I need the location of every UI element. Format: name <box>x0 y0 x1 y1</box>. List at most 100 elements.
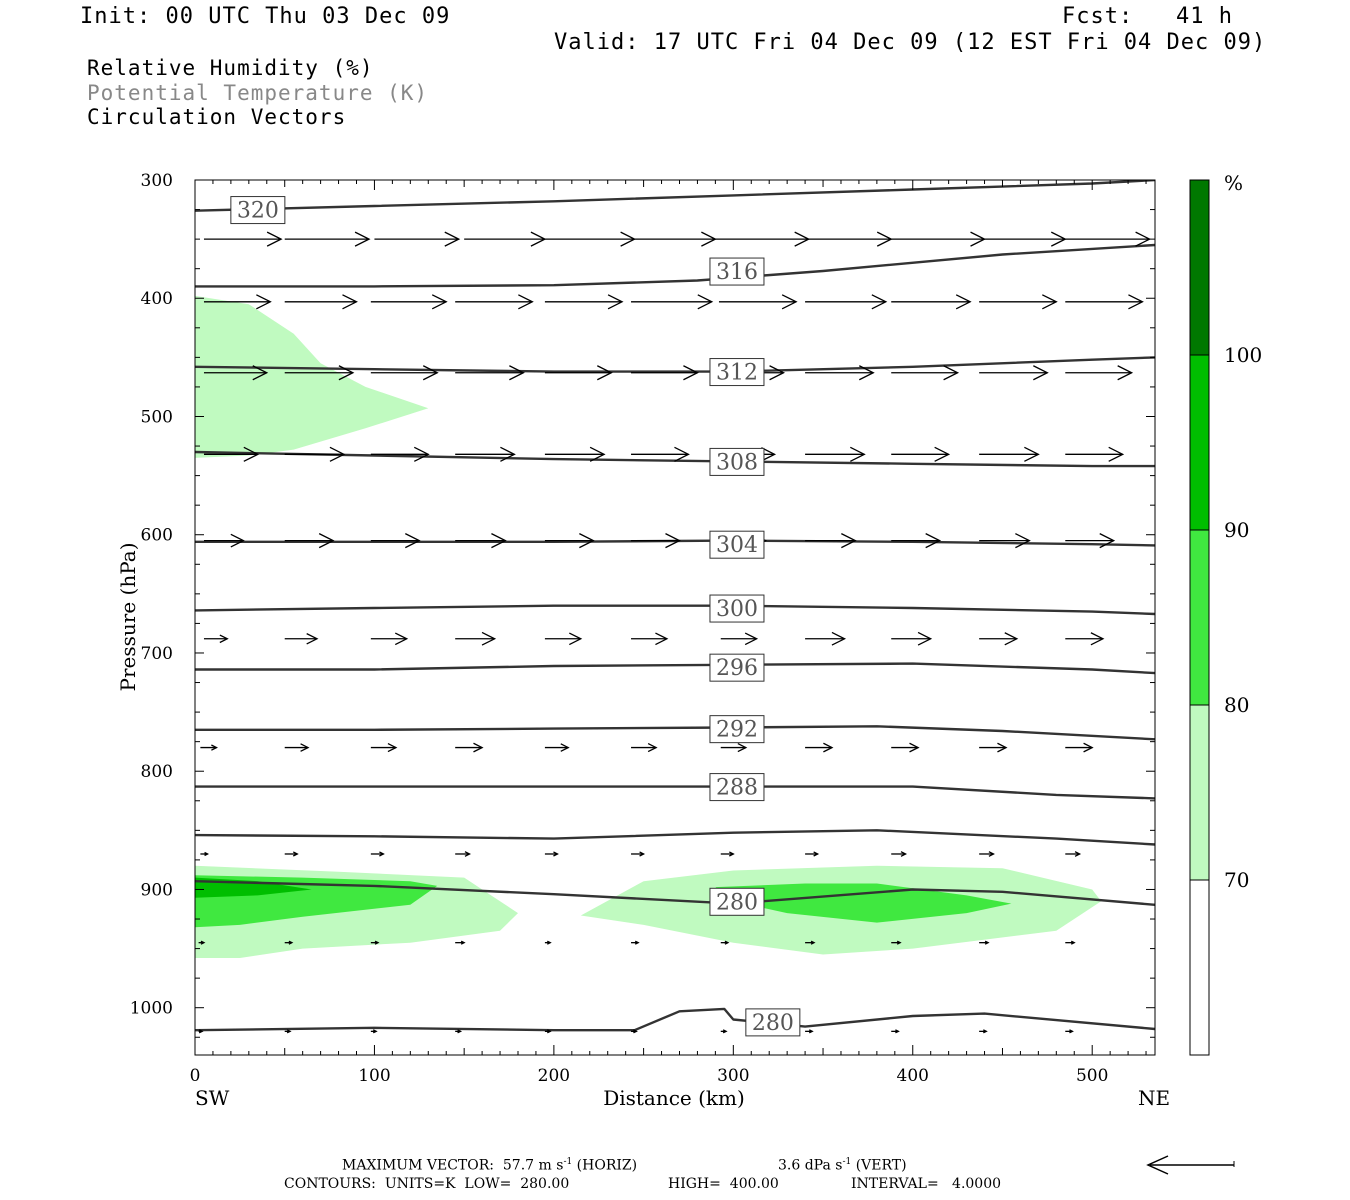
theta-contour-line <box>195 829 1155 846</box>
theta-label-box <box>230 196 286 225</box>
wind-vector <box>891 365 960 381</box>
theta-contour-line <box>195 356 1155 373</box>
wind-vector <box>203 533 245 548</box>
wind-vector-head <box>1033 365 1049 381</box>
wind-vector-head <box>569 632 583 646</box>
wind-vector <box>455 365 525 381</box>
wind-vector <box>979 940 990 945</box>
colorbar-label: 80 <box>1224 693 1249 717</box>
wind-vector <box>370 940 380 945</box>
wind-vector <box>203 231 283 247</box>
wind-vector <box>715 231 811 247</box>
wind-vector <box>455 742 484 753</box>
wind-vector-head <box>546 1029 552 1034</box>
theta-contour-label: 316 <box>709 257 765 286</box>
wind-vector-head <box>665 533 681 549</box>
vert-tag: (VERT) <box>855 1157 907 1174</box>
wind-vector <box>1065 294 1144 310</box>
wind-vector <box>370 1029 378 1034</box>
theta-contour-label: 300 <box>709 594 765 623</box>
wind-vector-head <box>200 940 206 945</box>
wind-vector <box>891 231 986 247</box>
wind-vector-head <box>500 446 516 462</box>
wind-vector <box>455 1029 463 1034</box>
wind-vector-head <box>607 294 624 310</box>
wind-vector-head <box>1070 940 1076 945</box>
wind-vector <box>891 940 902 945</box>
wind-vector-head <box>464 851 471 857</box>
wind-vector <box>718 294 798 310</box>
colorbar-segment <box>1190 705 1209 880</box>
colorbar-segment <box>1190 880 1209 1055</box>
theta-contour-label: 280 <box>745 1008 801 1037</box>
wind-vector <box>284 940 294 945</box>
x-tick-label: 200 <box>538 1066 570 1086</box>
x-axis-title: Distance (km) <box>603 1086 745 1110</box>
field-theta-label: Potential Temperature (K) <box>87 81 429 105</box>
contour-label-layer: 320 316 312 308 304 300 296 292 288 280 280 <box>230 196 801 1037</box>
theta-label-box <box>709 257 765 286</box>
theta-contour-line <box>195 604 1155 616</box>
wind-vector-head <box>457 1029 463 1034</box>
colorbar-frame <box>1189 179 1210 1056</box>
wind-vector <box>200 744 218 751</box>
wind-vector <box>1065 365 1134 381</box>
x-tick-label: 500 <box>1076 1066 1108 1086</box>
wind-vector-head <box>394 632 409 646</box>
theta-label-box <box>709 530 765 559</box>
wind-vector <box>284 294 358 310</box>
wind-vector-head <box>1128 294 1144 310</box>
wind-vector <box>805 851 820 857</box>
wind-vector <box>805 446 866 462</box>
y-axis-title: Pressure (hPa) <box>116 543 140 692</box>
wind-vector-head <box>900 851 908 857</box>
wind-vector <box>808 231 893 247</box>
theta-label-text: 312 <box>716 361 758 386</box>
wind-vector <box>1065 533 1116 549</box>
wind-vector-head <box>1015 533 1031 549</box>
wind-vector-head <box>1090 632 1105 646</box>
wind-vector-head <box>655 632 669 646</box>
wind-vector <box>805 940 816 945</box>
wind-vector <box>631 851 646 857</box>
wind-vector-head <box>810 940 816 945</box>
wind-vector <box>198 940 206 945</box>
theta-contour-label: 280 <box>709 887 765 916</box>
theta-label-box <box>709 447 765 476</box>
wind-vector <box>631 1029 638 1034</box>
wind-vector <box>634 231 717 247</box>
wind-vector-head <box>1004 632 1019 646</box>
wind-vector <box>370 742 398 753</box>
low-value: 280.00 <box>520 1176 570 1192</box>
wind-vector <box>891 294 972 310</box>
theta-contour-label: 320 <box>230 196 286 225</box>
wind-vector <box>805 365 875 381</box>
wind-vector <box>455 533 507 549</box>
wind-vector <box>631 365 699 381</box>
wind-vector <box>544 1029 552 1034</box>
colorbar-label: 70 <box>1224 868 1249 892</box>
wind-vector-head <box>204 851 210 857</box>
interval-label: INTERVAL= <box>851 1176 939 1192</box>
wind-vector-head <box>917 631 933 646</box>
wind-vector <box>891 631 933 646</box>
wind-vector <box>631 533 681 549</box>
wind-vector <box>203 294 272 310</box>
wind-vector-head <box>219 634 229 644</box>
wind-vector-head <box>722 1029 728 1034</box>
wind-vector <box>203 634 229 644</box>
wind-vector-head <box>858 365 875 381</box>
theta-label-text: 308 <box>716 450 758 475</box>
theta-label-box <box>709 653 765 682</box>
theta-label-box <box>709 358 765 387</box>
wind-vector-head <box>781 294 798 310</box>
colorbar: 70 80 90 100 <box>1189 179 1262 1056</box>
wind-vector-head <box>473 742 484 753</box>
x-tick-label: 100 <box>358 1066 390 1086</box>
wind-vector <box>370 851 385 857</box>
wind-vector-head <box>318 533 335 549</box>
endpoint-left: SW <box>195 1086 230 1110</box>
wind-vector <box>544 294 624 310</box>
wind-vector <box>370 446 430 462</box>
